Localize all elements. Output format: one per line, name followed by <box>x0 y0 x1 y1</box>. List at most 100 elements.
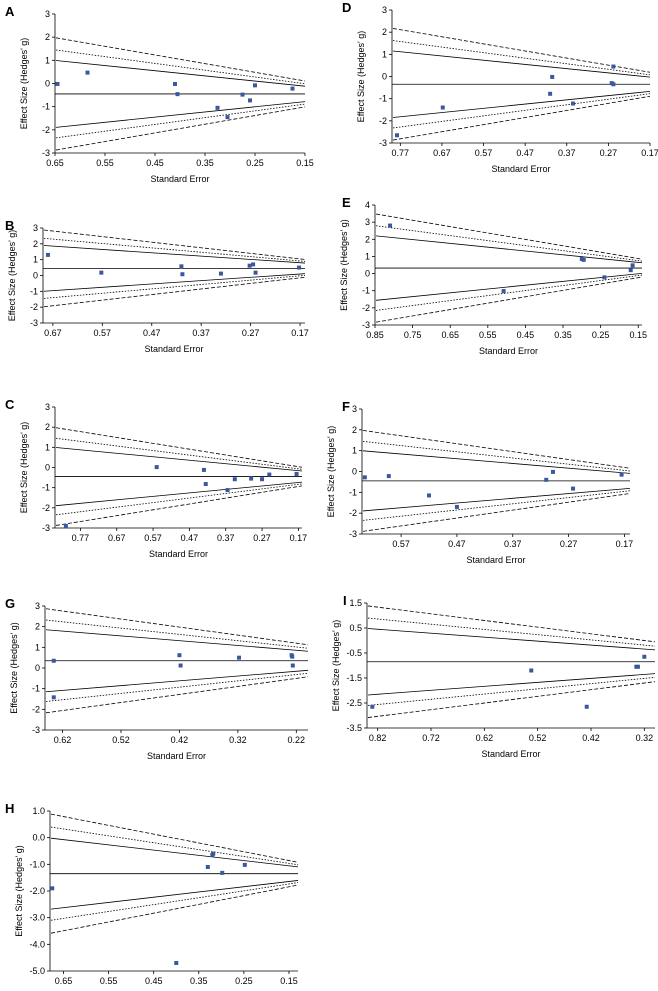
x-tick-label: 0.82 <box>369 733 387 743</box>
ci-95-line <box>375 272 643 301</box>
x-tick-label: 0.37 <box>217 533 235 543</box>
x-tick-label: 0.32 <box>229 735 247 745</box>
x-axis-title: Standard Error <box>144 344 203 354</box>
y-tick-label: 2 <box>35 622 40 632</box>
x-tick-label: 0.57 <box>392 539 410 549</box>
y-axis-title: Effect Size (Hedges' g) <box>19 38 29 130</box>
study-point <box>220 870 225 875</box>
ci-99-line <box>375 225 643 262</box>
y-tick-label: -1 <box>349 487 357 497</box>
y-tick-label: 4 <box>365 200 370 210</box>
ci-95-line <box>367 673 656 696</box>
y-tick-label: 2 <box>45 422 50 432</box>
x-tick-label: 0.15 <box>280 976 298 986</box>
study-point <box>581 257 586 262</box>
ci-95-line <box>362 487 631 512</box>
y-tick-label: -2 <box>349 508 357 518</box>
study-point <box>211 851 216 856</box>
study-point <box>642 654 647 659</box>
ci-99-line <box>362 440 631 472</box>
ci-95-line <box>43 273 306 292</box>
study-point <box>99 270 104 275</box>
study-point <box>177 653 182 658</box>
y-tick-label: 1 <box>45 55 50 65</box>
y-tick-label: -1 <box>362 286 370 296</box>
study-point <box>205 865 210 869</box>
ci-999-line <box>50 813 299 863</box>
x-axis-title: Standard Error <box>481 749 540 759</box>
y-tick-label: -1.0 <box>29 859 45 869</box>
y-tick-label: -0.5 <box>346 648 362 658</box>
study-point <box>201 467 206 472</box>
x-tick-label: 0.27 <box>253 533 271 543</box>
x-tick-label: 0.65 <box>55 976 73 986</box>
ci-95-line <box>45 669 309 693</box>
y-tick-label: -2 <box>32 704 40 714</box>
y-tick-label: -1 <box>42 102 50 112</box>
ci-999-line <box>45 676 309 714</box>
ci-99-line <box>55 49 306 85</box>
study-point <box>180 272 185 277</box>
y-tick-label: -2 <box>362 303 370 313</box>
study-point <box>628 268 633 273</box>
x-tick-label: 0.32 <box>636 733 654 743</box>
panel-label: A <box>5 4 15 19</box>
study-point <box>297 265 302 270</box>
study-point <box>290 654 295 659</box>
ci-999-line <box>392 28 651 73</box>
ci-95-line <box>55 481 303 507</box>
study-point <box>362 475 367 480</box>
x-tick-label: 0.15 <box>629 330 647 340</box>
panel-a: A 3 2 1 0 -1 -2 -30.65 0.55 0.45 0.35 0.25 0.15 Stand… <box>5 4 314 184</box>
y-tick-label: -3.0 <box>29 913 45 923</box>
y-tick-label: 3 <box>45 9 50 19</box>
study-point <box>571 486 576 491</box>
x-tick-label: 0.27 <box>600 148 618 158</box>
y-tick-label: 3 <box>35 601 40 611</box>
x-tick-label: 0.67 <box>44 328 62 338</box>
study-point <box>174 961 179 965</box>
ci-95-line <box>50 837 299 868</box>
x-axis-title: Standard Error <box>147 751 206 761</box>
y-axis-title: Effect Size (Hedges' g) <box>326 426 336 518</box>
y-tick-label: -1 <box>30 286 38 296</box>
ci-95-line <box>362 450 631 474</box>
ci-99-line <box>43 237 306 262</box>
study-point <box>51 695 56 700</box>
x-tick-label: 0.25 <box>592 330 610 340</box>
study-point <box>50 886 55 891</box>
ci-999-line <box>367 605 656 643</box>
x-tick-label: 0.42 <box>582 733 600 743</box>
study-point <box>51 658 56 663</box>
ci-99-line <box>375 274 643 311</box>
y-tick-label: -5.0 <box>29 966 45 976</box>
study-point <box>178 663 183 668</box>
study-point <box>247 263 252 268</box>
x-tick-label: 0.17 <box>290 533 308 543</box>
y-tick-label: -2.5 <box>346 698 362 708</box>
ci-95-line <box>55 447 303 472</box>
y-tick-label: -3 <box>379 138 387 148</box>
y-tick-label: 0 <box>33 271 38 281</box>
panel-i: I 1.5 0.5 -0.5 -1.5 -2.5 -3.5 0.82 0.72 0.62 0.52 0… <box>331 593 656 759</box>
x-axis-title: Standard Error <box>149 549 208 559</box>
x-tick-label: 0.55 <box>96 158 114 168</box>
y-tick-label: -2 <box>42 125 50 135</box>
y-tick-label: 1 <box>35 642 40 652</box>
x-tick-label: 0.45 <box>145 976 163 986</box>
ci-99-line <box>45 619 309 649</box>
ci-999-line <box>43 229 306 260</box>
ci-95-line <box>392 91 651 118</box>
y-axis-title: Effect Size (Hedges' g) <box>331 620 341 712</box>
study-point <box>232 477 237 482</box>
study-point <box>237 655 242 660</box>
y-tick-label: -2 <box>379 116 387 126</box>
x-tick-label: 0.67 <box>433 148 451 158</box>
panel-label: G <box>5 596 15 611</box>
ci-99-line <box>55 103 306 139</box>
x-tick-label: 0.52 <box>529 733 547 743</box>
ci-999-line <box>375 276 643 323</box>
panel-label: B <box>5 218 14 233</box>
study-point <box>218 271 223 276</box>
ci-999-line <box>45 608 309 646</box>
